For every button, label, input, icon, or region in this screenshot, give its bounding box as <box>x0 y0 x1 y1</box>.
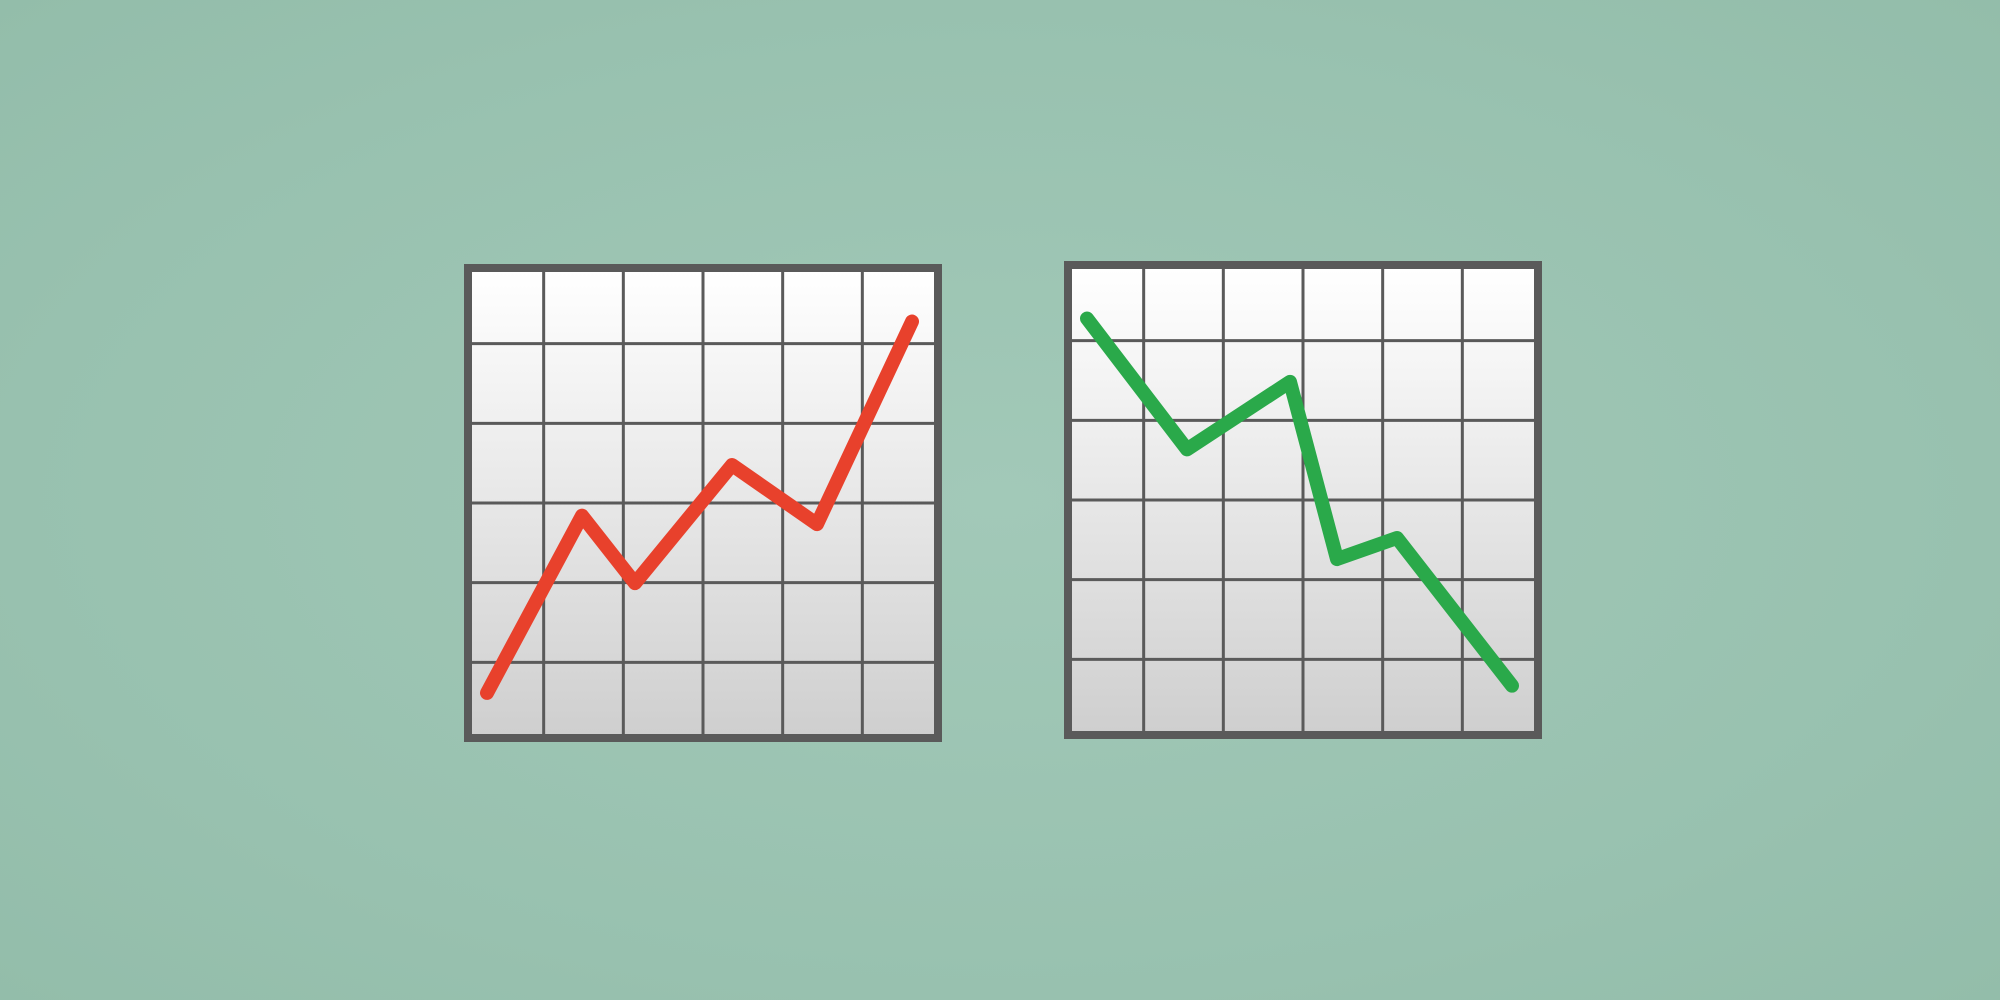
trend-line <box>1080 311 1519 693</box>
chart-increasing-icon <box>464 264 942 742</box>
chart-decreasing-icon <box>1064 261 1542 739</box>
trend-line <box>480 314 919 700</box>
